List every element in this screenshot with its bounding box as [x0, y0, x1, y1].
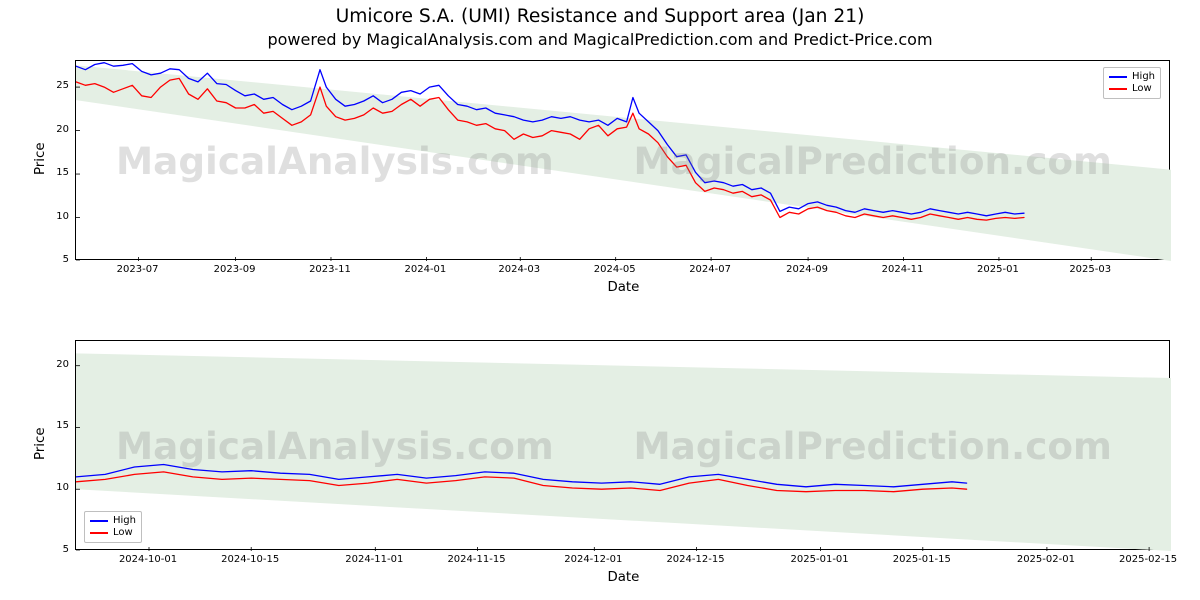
- y-axis-label-1: Price: [33, 142, 48, 175]
- x-tick-label: 2025-02-01: [1017, 554, 1075, 565]
- x-tick-label: 2024-05: [594, 264, 636, 275]
- x-tick-label: 2024-11-15: [447, 554, 505, 565]
- x-tick-label: 2024-12-15: [666, 554, 724, 565]
- legend-label-high-2: High: [113, 515, 136, 527]
- chart-title: Umicore S.A. (UMI) Resistance and Suppor…: [0, 6, 1200, 27]
- x-tick-label: 2025-03: [1069, 264, 1111, 275]
- y-tick-label: 15: [56, 167, 69, 178]
- x-tick-label: 2025-01-15: [893, 554, 951, 565]
- y-tick-label: 25: [56, 80, 69, 91]
- x-tick-label: 2023-07: [117, 264, 159, 275]
- y-tick-label: 20: [56, 124, 69, 135]
- y-axis-label-2: Price: [33, 427, 48, 460]
- legend-item-low: Low: [1109, 83, 1155, 95]
- x-tick-label: 2024-12-01: [564, 554, 622, 565]
- x-tick-label: 2024-10-15: [221, 554, 279, 565]
- x-axis-label-1: Date: [608, 280, 640, 295]
- y-tick-label: 10: [56, 482, 69, 493]
- figure: Umicore S.A. (UMI) Resistance and Suppor…: [0, 0, 1200, 600]
- legend-item-high: High: [1109, 71, 1155, 83]
- x-tick-label: 2024-07: [689, 264, 731, 275]
- y-tick-label: 10: [56, 211, 69, 222]
- y-tick-label: 15: [56, 420, 69, 431]
- x-tick-label: 2025-01: [977, 264, 1019, 275]
- legend-label-high: High: [1132, 71, 1155, 83]
- chart-svg-1: [76, 61, 1171, 261]
- x-tick-label: 2025-01-01: [791, 554, 849, 565]
- x-tick-label: 2024-01: [404, 264, 446, 275]
- legend-label-low-2: Low: [113, 527, 133, 539]
- x-tick-label: 2024-11: [882, 264, 924, 275]
- legend-swatch-low-2: [90, 532, 108, 534]
- legend-label-low: Low: [1132, 83, 1152, 95]
- legend-item-high-2: High: [90, 515, 136, 527]
- legend-swatch-high-2: [90, 520, 108, 522]
- x-tick-label: 2024-10-01: [119, 554, 177, 565]
- x-axis-label-2: Date: [608, 570, 640, 585]
- y-tick-label: 5: [63, 544, 69, 555]
- legend-1: High Low: [1103, 67, 1161, 99]
- x-tick-label: 2024-11-01: [345, 554, 403, 565]
- chart-svg-2: [76, 341, 1171, 551]
- x-tick-label: 2023-11: [309, 264, 351, 275]
- x-tick-label: 2025-02-15: [1119, 554, 1177, 565]
- price-chart-panel-2: MagicalAnalysis.com MagicalPrediction.co…: [75, 340, 1170, 550]
- x-tick-label: 2023-09: [214, 264, 256, 275]
- legend-swatch-low: [1109, 88, 1127, 90]
- legend-item-low-2: Low: [90, 527, 136, 539]
- chart-subtitle: powered by MagicalAnalysis.com and Magic…: [0, 30, 1200, 49]
- y-tick-label: 5: [63, 254, 69, 265]
- legend-2: High Low: [84, 511, 142, 543]
- x-tick-label: 2024-09: [786, 264, 828, 275]
- x-tick-label: 2024-03: [498, 264, 540, 275]
- y-tick-label: 20: [56, 359, 69, 370]
- price-chart-panel-1: MagicalAnalysis.com MagicalPrediction.co…: [75, 60, 1170, 260]
- legend-swatch-high: [1109, 76, 1127, 78]
